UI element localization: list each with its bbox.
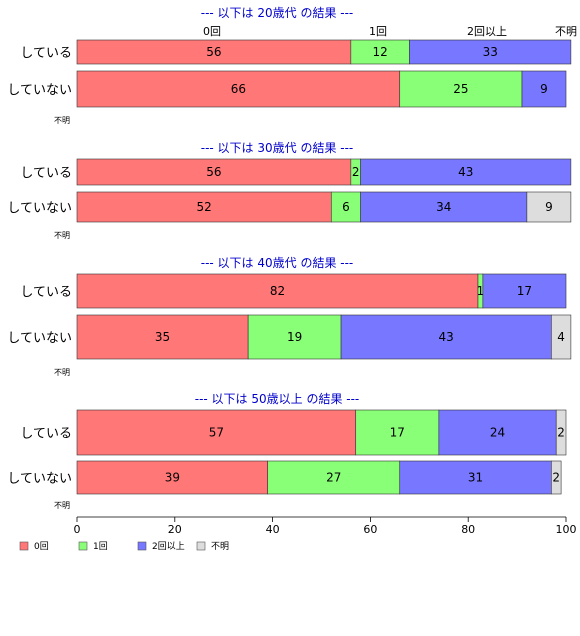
bar-value-label: 2 xyxy=(352,165,360,179)
bar-segment xyxy=(76,70,401,108)
row-label: していない xyxy=(7,201,72,216)
na-label: 不明 xyxy=(54,368,70,377)
panel-title: --- 以下は 30歳代 の結果 --- xyxy=(201,141,354,155)
bar-segment xyxy=(551,460,562,495)
x-tick-label: 20 xyxy=(168,523,182,536)
bar-segment xyxy=(409,39,572,65)
bar-segment xyxy=(76,273,479,309)
panel-title: --- 以下は 50歳以上 の結果 --- xyxy=(195,392,360,406)
na-label: 不明 xyxy=(54,231,70,240)
bar-value-label: 34 xyxy=(436,200,451,214)
bar-value-label: 66 xyxy=(231,82,246,96)
bar-segment xyxy=(399,70,523,108)
legend-swatch xyxy=(78,541,88,551)
bar-segment xyxy=(438,409,557,456)
legend-swatch xyxy=(196,541,206,551)
x-tick-label: 100 xyxy=(556,523,577,536)
column-header-label: 0回 xyxy=(203,25,221,38)
bar-value-label: 12 xyxy=(373,45,388,59)
bar-value-label: 17 xyxy=(517,284,532,298)
row-label: している xyxy=(20,285,72,300)
bar-segment xyxy=(526,191,572,223)
bar-value-label: 27 xyxy=(326,471,341,485)
bar-segment xyxy=(76,314,249,360)
bar-segment xyxy=(76,39,352,65)
bar-segment xyxy=(267,460,401,495)
bar-segment xyxy=(247,314,342,360)
bar-value-label: 43 xyxy=(458,165,473,179)
bar-value-label: 17 xyxy=(390,426,405,440)
row-label: していない xyxy=(7,83,72,98)
panel-title: --- 以下は 20歳代 の結果 --- xyxy=(201,6,354,20)
bar-value-label: 43 xyxy=(439,330,454,344)
bar-segment xyxy=(360,158,572,186)
x-tick-label: 80 xyxy=(461,523,475,536)
bar-value-label: 19 xyxy=(287,330,302,344)
bar-segment xyxy=(76,460,269,495)
column-header-label: 不明 xyxy=(555,25,577,38)
bar-segment xyxy=(340,314,552,360)
bar-segment xyxy=(551,314,572,360)
column-header-label: 2回以上 xyxy=(467,25,507,38)
bar-value-label: 33 xyxy=(483,45,498,59)
bar-segment xyxy=(330,191,361,223)
x-tick-label: 40 xyxy=(266,523,280,536)
legend-label: 2回以上 xyxy=(152,541,185,552)
bar-segment xyxy=(76,158,352,186)
bar-value-label: 25 xyxy=(453,82,468,96)
row-label: している xyxy=(20,166,72,181)
legend-label: 1回 xyxy=(93,541,108,552)
bar-value-label: 1 xyxy=(477,284,485,298)
legend-swatch xyxy=(137,541,147,551)
legend-swatch xyxy=(19,541,29,551)
bar-segment xyxy=(76,409,357,456)
bar-value-label: 31 xyxy=(468,471,483,485)
bar-value-label: 56 xyxy=(206,45,221,59)
bar-segment xyxy=(76,191,332,223)
bar-segment xyxy=(555,409,567,456)
bar-segment xyxy=(355,409,440,456)
bar-value-label: 4 xyxy=(557,330,565,344)
bar-value-label: 57 xyxy=(209,426,224,440)
bar-value-label: 39 xyxy=(165,471,180,485)
row-label: している xyxy=(20,427,72,442)
x-tick-label: 0 xyxy=(74,523,81,536)
na-label: 不明 xyxy=(54,116,70,125)
na-label: 不明 xyxy=(54,501,70,510)
bar-value-label: 6 xyxy=(342,200,350,214)
legend-label: 0回 xyxy=(34,541,49,552)
panel-title: --- 以下は 40歳代 の結果 --- xyxy=(201,256,354,270)
bar-value-label: 2 xyxy=(557,426,565,440)
bar-value-label: 24 xyxy=(490,426,505,440)
bar-segment xyxy=(360,191,528,223)
bar-segment xyxy=(399,460,552,495)
column-header-label: 1回 xyxy=(369,25,387,38)
bar-value-label: 82 xyxy=(270,284,285,298)
bar-value-label: 52 xyxy=(196,200,211,214)
bar-segment xyxy=(350,39,410,65)
bar-segment xyxy=(521,70,567,108)
bar-value-label: 35 xyxy=(155,330,170,344)
row-label: している xyxy=(20,46,72,61)
bar-value-label: 9 xyxy=(540,82,548,96)
bar-value-label: 56 xyxy=(206,165,221,179)
bar-value-label: 9 xyxy=(545,200,553,214)
x-tick-label: 60 xyxy=(363,523,377,536)
legend-label: 不明 xyxy=(211,541,229,552)
row-label: していない xyxy=(7,472,72,487)
bar-segment xyxy=(482,273,567,309)
row-label: していない xyxy=(7,331,72,346)
bar-value-label: 2 xyxy=(552,471,560,485)
